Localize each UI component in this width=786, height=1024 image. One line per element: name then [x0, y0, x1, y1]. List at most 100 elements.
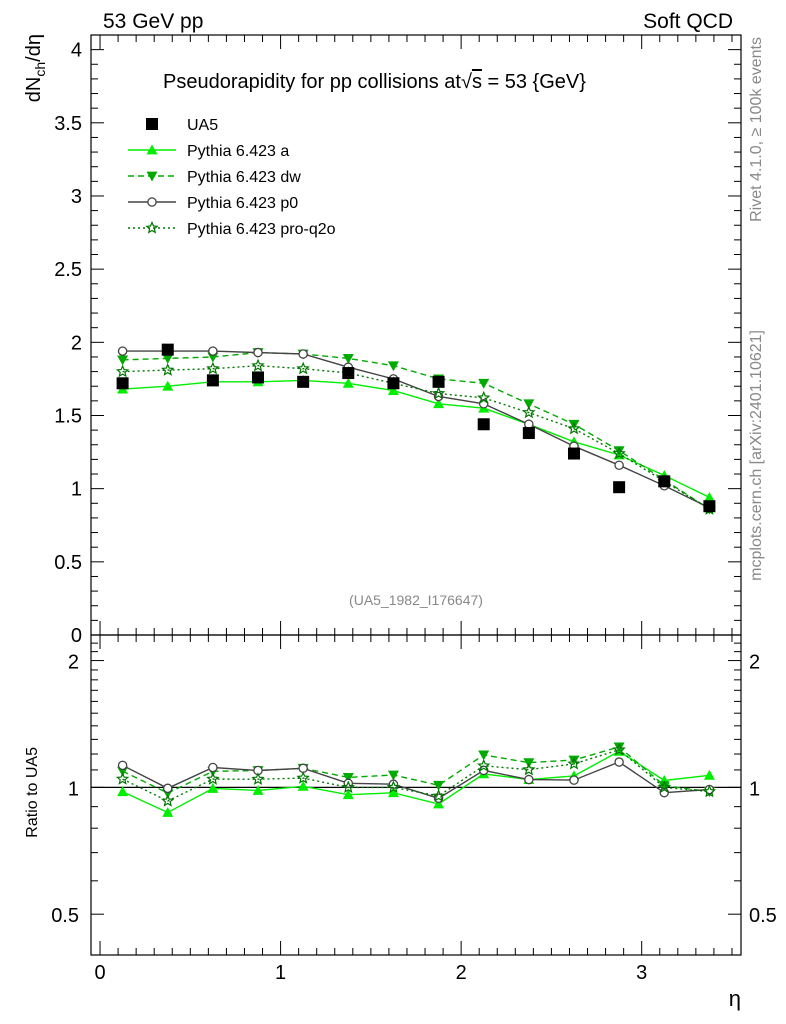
ratio-point-pythia-6-423-pro-q2o: [161, 793, 175, 807]
ratio-point-pythia-6-423-a: [297, 780, 309, 791]
point-pythia-6-423-pro-q2o: [477, 390, 491, 404]
ratio-point-pythia-6-423-a: [117, 786, 129, 797]
series-line-pythia-6-423-pro-q2o: [122, 364, 710, 510]
point-pythia-6-423-dw: [387, 361, 399, 372]
axis-ticks: 0 0.5 1 1.5 2 2.5 3 3.5 4 0 1 2 3 0.5 0.5 1 1 2 2: [51, 35, 777, 984]
ratio-line-pythia-6-423-dw: [122, 746, 710, 794]
ratio-point-pythia-6-423-dw: [433, 780, 445, 791]
ratio-point-pythia-6-423-p0: [524, 774, 534, 785]
point-pythia-6-423-dw: [342, 354, 354, 364]
x-tick-label: 3: [636, 962, 647, 984]
legend-label-pythia-6-423-dw: Pythia 6.423 dw: [187, 169, 301, 186]
legend-label-pythia-6-423-p0: Pythia 6.423 p0: [187, 195, 298, 212]
series-line-pythia-6-423-a: [122, 379, 710, 499]
point-pythia-6-423-a: [342, 377, 354, 388]
y-tick-label: 2: [71, 332, 82, 354]
point-pythia-6-423-a: [703, 491, 715, 502]
point-pythia-6-423-pro-q2o: [612, 446, 626, 460]
ratio-point-pythia-6-423-p0: [614, 757, 624, 767]
ratio-point-pythia-6-423-pro-q2o: [386, 780, 401, 794]
point-pythia-6-423-pro-q2o: [251, 358, 265, 372]
ratio-point-pythia-6-423-dw: [568, 755, 580, 766]
ratio-point-pythia-6-423-pro-q2o: [431, 788, 446, 802]
y-tick-label: 3.5: [54, 113, 82, 135]
point-ua5: [522, 427, 535, 440]
point-pythia-6-423-dw: [117, 355, 129, 366]
legend-label-pythia-6-423-a: Pythia 6.423 a: [187, 143, 289, 160]
ratio-point-pythia-6-423-a: [433, 798, 445, 809]
ratio-plot-frame: [90, 634, 742, 956]
ratio-tick-label: 0.5: [51, 905, 79, 927]
point-pythia-6-423-dw: [478, 378, 490, 389]
ratio-point-pythia-6-423-pro-q2o: [567, 756, 581, 770]
legend-label-pythia-6-423-pro-q2o: Pythia 6.423 pro-q2o: [187, 221, 336, 238]
point-pythia-6-423-dw: [207, 352, 219, 363]
point-pythia-6-423-pro-q2o: [431, 386, 446, 400]
rivet-annotation: Rivet 4.1.0, ≥ 100k events: [748, 37, 765, 222]
ratio-point-pythia-6-423-p0: [569, 775, 579, 785]
ratio-point-pythia-6-423-dw: [613, 742, 625, 753]
legend-marker-pythia-6-423-a: [146, 144, 158, 155]
point-pythia-6-423-pro-q2o: [206, 361, 220, 375]
legend-marker-pythia-6-423-p0: [147, 197, 157, 207]
point-ua5: [206, 374, 219, 387]
ratio-point-pythia-6-423-p0: [388, 779, 399, 789]
ratio-point-pythia-6-423-pro-q2o: [296, 771, 310, 784]
y-tick-label: 2.5: [54, 259, 82, 281]
ratio-point-pythia-6-423-pro-q2o: [702, 784, 717, 798]
point-pythia-6-423-p0: [298, 349, 308, 359]
point-ua5: [658, 475, 671, 488]
ratio-line-pythia-6-423-pro-q2o: [122, 749, 710, 802]
point-pythia-6-423-p0: [614, 460, 624, 471]
analysis-watermark: (UA5_1982_I176647): [349, 592, 483, 608]
ratio-point-pythia-6-423-pro-q2o: [522, 762, 536, 776]
point-pythia-6-423-pro-q2o: [296, 361, 310, 375]
point-pythia-6-423-dw: [568, 419, 580, 430]
header-right: Soft QCD: [643, 10, 733, 33]
legend-marker-pythia-6-423-dw: [146, 171, 158, 182]
y-tick-label: 3: [71, 186, 82, 208]
ratio-point-pythia-6-423-pro-q2o: [657, 780, 672, 794]
point-ua5: [161, 343, 174, 356]
ratio-point-pythia-6-423-pro-q2o: [115, 772, 130, 785]
ratio-point-pythia-6-423-dw: [658, 781, 670, 792]
ratio-point-pythia-6-423-pro-q2o: [341, 780, 356, 794]
ratio-tick-label: 0.5: [749, 905, 777, 927]
point-ua5: [387, 377, 400, 390]
ratio-point-pythia-6-423-p0: [162, 783, 173, 794]
y-tick-label: 0: [71, 625, 82, 647]
ratio-point-pythia-6-423-a: [162, 806, 174, 817]
x-tick-label: 0: [94, 962, 105, 984]
y-axis-label: dNch/dη: [23, 34, 48, 102]
point-pythia-6-423-p0: [253, 347, 263, 358]
ratio-tick-label: 2: [749, 652, 760, 674]
point-pythia-6-423-pro-q2o: [115, 364, 130, 378]
y-tick-label: 1.5: [54, 405, 82, 427]
point-pythia-6-423-p0: [208, 346, 218, 356]
y-tick-label: 4: [71, 40, 82, 62]
ratio-y-axis-label: Ratio to UA5: [24, 747, 41, 838]
point-pythia-6-423-a: [387, 385, 399, 396]
series-line-pythia-6-423-dw: [122, 351, 710, 510]
ratio-point-pythia-6-423-a: [207, 782, 219, 793]
ratio-tick-label: 1: [749, 778, 760, 800]
main-series: [115, 343, 717, 515]
ratio-point-pythia-6-423-dw: [387, 770, 399, 781]
legend-label-ua5: UA5: [187, 117, 218, 134]
legend-marker-ua5: [146, 118, 158, 130]
chart-title: Pseudorapidity for pp collisions at√s = …: [163, 71, 586, 93]
ratio-line-pythia-6-423-a: [122, 750, 710, 814]
ratio-point-pythia-6-423-a: [252, 785, 264, 795]
point-pythia-6-423-a: [433, 398, 445, 409]
point-pythia-6-423-a: [162, 380, 174, 391]
point-pythia-6-423-dw: [613, 446, 625, 457]
ratio-point-pythia-6-423-p0: [117, 760, 128, 771]
point-ua5: [116, 377, 129, 390]
y-tick-label: 0.5: [54, 552, 82, 574]
ratio-point-pythia-6-423-a: [703, 769, 715, 780]
point-ua5: [432, 375, 445, 388]
ratio-point-pythia-6-423-pro-q2o: [612, 742, 626, 756]
ratio-point-pythia-6-423-p0: [208, 762, 218, 773]
ratio-point-pythia-6-423-pro-q2o: [251, 772, 265, 785]
